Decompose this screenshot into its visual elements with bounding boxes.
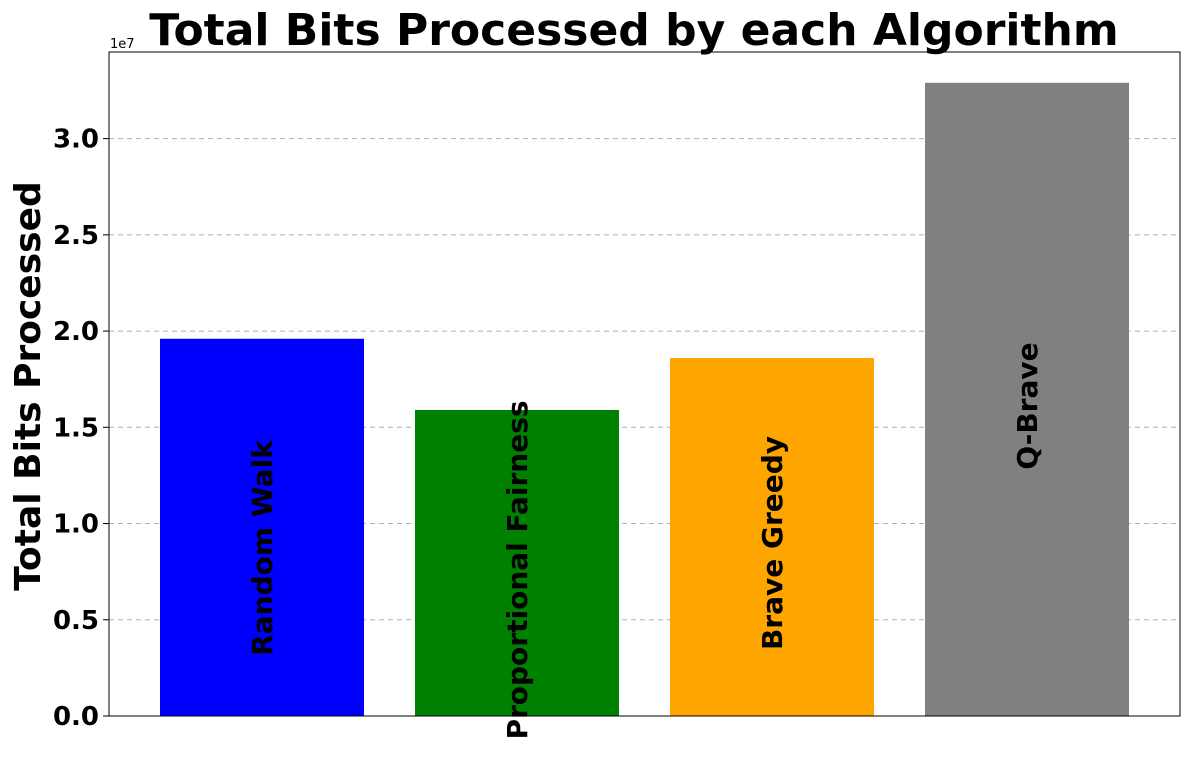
bar: [925, 82, 1129, 717]
bar-category-label: Proportional Fairness: [501, 400, 534, 739]
bar-category-label: Brave Greedy: [756, 436, 789, 650]
y-tick-label: 2.5: [53, 221, 99, 251]
y-tick-label: 2.0: [53, 317, 99, 347]
bar: [670, 358, 874, 716]
y-axis-offset-label: 1e7: [110, 37, 135, 52]
bar: [415, 409, 619, 716]
chart-title: Total Bits Processed by each Algorithm: [149, 5, 1118, 56]
plot-frame: [108, 51, 1181, 717]
y-tick-label: 3.0: [53, 125, 99, 155]
y-tick-label: 1.0: [53, 510, 99, 540]
bar: [160, 338, 364, 716]
y-tick-label: 1.5: [53, 413, 99, 443]
bars: Random Walk Proportional Fairness Brave Gr…: [160, 82, 1129, 740]
y-tick-label: 0.5: [53, 606, 99, 636]
y-axis-ticks: 0.0 0.5 1.0 1.5 2.0 2.5 3.0: [53, 125, 109, 732]
y-axis-label: Total Bits Processed: [8, 181, 49, 591]
bar-category-label: Q-Brave: [1011, 342, 1044, 469]
bar-category-label: Random Walk: [246, 439, 279, 656]
y-tick-label: 0.0: [53, 702, 99, 732]
